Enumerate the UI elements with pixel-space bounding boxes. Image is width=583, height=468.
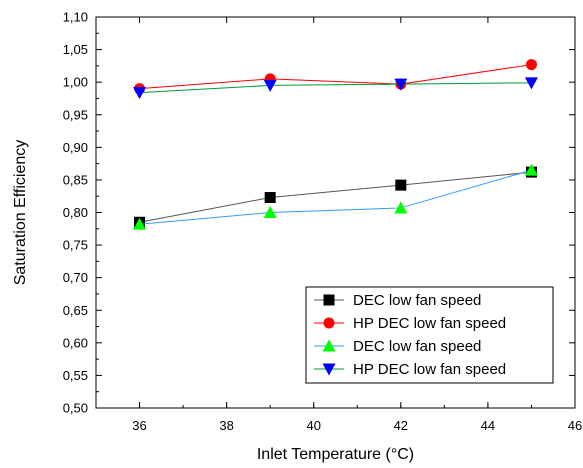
x-tick-label: 44 <box>481 418 495 433</box>
legend-label: DEC low fan speed <box>353 338 481 355</box>
data-point <box>524 163 538 176</box>
series-line-2 <box>139 169 532 225</box>
data-point <box>525 59 537 71</box>
series-line-1 <box>139 64 532 90</box>
y-tick-label: 0,70 <box>63 270 88 285</box>
legend-marker <box>322 339 336 352</box>
series-2 <box>133 163 538 230</box>
y-tick-label: 0,90 <box>63 140 88 155</box>
y-axis: 0,50 0,55 0,60 0,65 0,70 0,75 0,80 0,85 0,90 0,95… <box>63 10 575 416</box>
series-3 <box>133 77 538 100</box>
legend-label: HP DEC low fan speed <box>353 361 506 378</box>
data-point <box>263 206 277 218</box>
y-tick-label: 0,50 <box>63 401 88 416</box>
y-tick-label: 1,05 <box>63 42 88 57</box>
y-tick-label: 0,95 <box>63 107 88 122</box>
legend-marker <box>323 317 335 329</box>
legend-marker <box>323 294 335 306</box>
legend-box <box>305 286 554 384</box>
legend-item-0: DEC low fan speed <box>314 292 481 309</box>
y-tick-label: 0,75 <box>63 238 88 253</box>
legend-label: DEC low fan speed <box>353 292 481 309</box>
legend-label: HP DEC low fan speed <box>353 315 506 332</box>
y-axis-label: Saturation Efficiency <box>12 140 29 286</box>
data-point <box>394 78 408 91</box>
y-tick-label: 0,55 <box>63 368 88 383</box>
x-tick-label: 42 <box>394 418 408 433</box>
legend-marker <box>322 363 336 376</box>
x-tick-label: 40 <box>306 418 320 433</box>
series-1 <box>134 59 537 95</box>
y-tick-label: 0,85 <box>63 172 88 187</box>
y-tick-label: 1,00 <box>63 75 88 90</box>
x-tick-label: 46 <box>568 418 582 433</box>
series-layer <box>133 59 538 230</box>
legend-item-2: DEC low fan speed <box>314 338 481 355</box>
series-0 <box>134 166 537 228</box>
data-point <box>264 192 276 204</box>
series-line-0 <box>139 171 532 223</box>
legend-item-3: HP DEC low fan speed <box>314 361 506 378</box>
legend-item-1: HP DEC low fan speed <box>314 315 506 332</box>
series-line-3 <box>139 82 532 94</box>
legend: DEC low fan speed HP DEC low fan speed DEC… <box>305 286 554 384</box>
x-tick-label: 38 <box>219 418 233 433</box>
x-axis-label: Inlet Temperature (°C) <box>257 446 414 463</box>
x-axis: 36 38 40 42 44 46 <box>95 17 582 433</box>
data-point <box>395 179 407 191</box>
data-point <box>133 217 147 230</box>
y-tick-label: 0,80 <box>63 205 88 220</box>
data-point <box>133 87 147 100</box>
data-point <box>263 79 277 92</box>
y-tick-label: 0,65 <box>63 303 88 318</box>
x-tick-label: 36 <box>132 418 146 433</box>
y-tick-label: 1,10 <box>63 10 88 25</box>
data-point <box>394 201 408 214</box>
data-point <box>524 77 538 90</box>
y-tick-label: 0,60 <box>63 335 88 350</box>
